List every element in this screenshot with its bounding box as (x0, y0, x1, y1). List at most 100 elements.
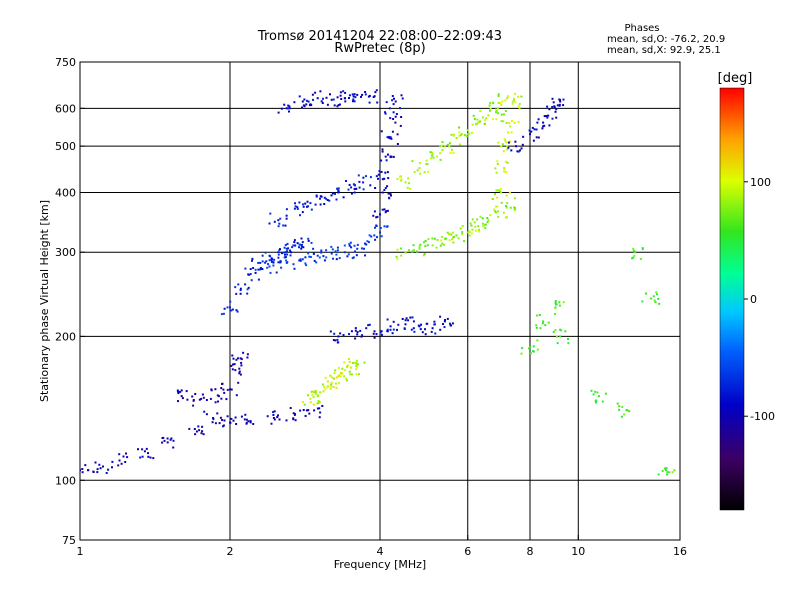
data-point-o-trace-200km (401, 318, 404, 320)
data-point-o-trace-f-rise (229, 306, 231, 309)
data-point-upper-right-trace (520, 147, 523, 150)
data-point-o-trace-200km (451, 322, 454, 325)
data-point-x-trace-f (461, 231, 464, 233)
data-point-o-trace-f-rise (229, 300, 232, 303)
data-point-upper-right-trace (543, 115, 546, 118)
data-point-o-trace-e-layer-cusp (240, 358, 243, 361)
data-point-x-trace-critical (500, 191, 503, 194)
data-point-o-trace-low (243, 418, 246, 421)
data-point-o-trace-200km (373, 336, 376, 339)
data-point-o-trace-f-critical (391, 130, 394, 133)
data-point-o-trace-f-rise (257, 278, 260, 281)
data-point-x-trace-upper (406, 186, 409, 189)
data-point-o-trace-e-layer-cusp (194, 393, 197, 395)
data-point-o-trace-f-main (313, 259, 316, 262)
data-point-o-trace-f-main (275, 271, 278, 274)
data-point-x-trace-low (317, 401, 320, 404)
y-tick-label: 400 (55, 186, 76, 199)
data-point-o-trace-f-rise (282, 251, 285, 254)
data-point-x-trace-upper (430, 157, 432, 160)
data-point-x-trace-critical (510, 131, 513, 134)
data-point-scattered-high-freq (658, 302, 661, 305)
data-point-x-trace-critical (496, 160, 499, 163)
data-point-scattered-high-freq (666, 471, 669, 474)
data-point-o-trace-upper (301, 106, 303, 109)
data-point-x-trace-upper (423, 171, 426, 174)
data-point-x-trace-low (301, 401, 304, 403)
data-point-x-trace-f (502, 211, 505, 214)
data-point-o-trace-200km (386, 328, 389, 331)
data-point-x-trace-upper (408, 182, 411, 185)
phases-heading: Phases (624, 23, 659, 34)
data-point-x-trace-upper (432, 156, 435, 159)
data-point-o-trace-upper (319, 90, 322, 93)
data-point-o-trace-e-layer-cusp (230, 388, 233, 391)
data-point-o-trace-f-rise (239, 287, 242, 290)
data-point-o-trace-low (118, 459, 121, 462)
data-point-o-trace-e-layer-cusp (246, 356, 249, 359)
data-point-o-trace-low (111, 460, 114, 463)
data-point-x-trace-critical (508, 122, 511, 125)
data-point-o-trace-f-main (335, 258, 338, 261)
data-point-x-trace-critical (507, 95, 509, 98)
data-point-o-trace-mid-diffuse (350, 192, 353, 195)
data-point-x-trace-critical (503, 170, 506, 173)
data-point-x-trace-low (333, 377, 335, 380)
data-point-x-trace-critical (501, 143, 504, 146)
data-point-o-trace-200km (329, 330, 332, 333)
data-point-x-trace-critical (503, 168, 506, 171)
data-point-upper-right-trace (542, 125, 545, 128)
data-point-o-trace-low (272, 417, 275, 419)
data-point-o-trace-f-rise (279, 248, 281, 251)
data-point-o-trace-200km (356, 333, 359, 336)
data-point-o-trace-upper (368, 94, 371, 97)
data-point-x-trace-low (351, 373, 353, 376)
data-point-o-trace-f-main (266, 266, 269, 269)
data-point-o-trace-200km (354, 337, 357, 340)
data-point-scattered-high-freq (601, 400, 604, 403)
data-point-o-trace-low (84, 464, 87, 467)
data-point-o-trace-upper (333, 104, 336, 107)
data-point-x-trace-upper (400, 178, 403, 181)
data-point-o-trace-f-critical (374, 187, 377, 189)
data-point-o-trace-f-critical (379, 213, 381, 216)
data-point-upper-right-trace (551, 117, 554, 120)
data-point-o-trace-low (92, 471, 95, 473)
data-point-x-trace-upper (466, 129, 469, 132)
data-point-o-trace-e-layer-cusp (239, 357, 242, 360)
data-point-scattered-high-freq (620, 415, 623, 418)
data-point-x-trace-upper (452, 134, 455, 137)
data-point-scattered-high-freq (633, 254, 636, 257)
data-point-o-trace-f-main (356, 247, 359, 250)
data-point-o-trace-e-layer-cusp (235, 358, 238, 361)
data-point-o-trace-low (141, 455, 144, 458)
data-point-upper-right-trace (529, 133, 531, 136)
data-point-o-trace-low (307, 409, 310, 412)
data-point-x-trace-upper (477, 121, 480, 124)
x-tick-label: 16 (673, 545, 687, 558)
data-point-x-trace-f (395, 255, 398, 258)
data-point-x-trace-f (484, 223, 486, 226)
data-point-x-trace-f (478, 230, 481, 233)
data-point-x-trace-upper (491, 118, 494, 121)
data-point-x-trace-upper (429, 151, 432, 154)
data-point-x-trace-upper (418, 162, 421, 165)
data-point-o-trace-e-layer-cusp (232, 357, 235, 360)
data-point-scattered-high-freq (536, 348, 539, 351)
data-point-o-trace-mid-diffuse (301, 211, 304, 214)
data-point-o-trace-f-rise (239, 292, 242, 295)
data-point-o-trace-upper (353, 100, 356, 103)
data-point-o-trace-f-main (363, 247, 365, 250)
data-point-o-trace-low (163, 439, 166, 442)
data-point-o-trace-low (96, 468, 99, 471)
data-point-scattered-high-freq (616, 402, 619, 405)
data-point-o-trace-low (152, 457, 155, 460)
data-point-o-trace-f-critical (377, 177, 379, 180)
data-point-o-trace-low (193, 428, 196, 430)
data-point-o-trace-f-critical (380, 130, 383, 133)
data-point-o-trace-low (143, 450, 146, 453)
data-point-o-trace-f-main (318, 256, 321, 259)
data-point-o-trace-e-layer-cusp (198, 398, 201, 401)
data-point-x-trace-low (345, 377, 348, 380)
data-point-o-trace-200km (404, 319, 407, 322)
